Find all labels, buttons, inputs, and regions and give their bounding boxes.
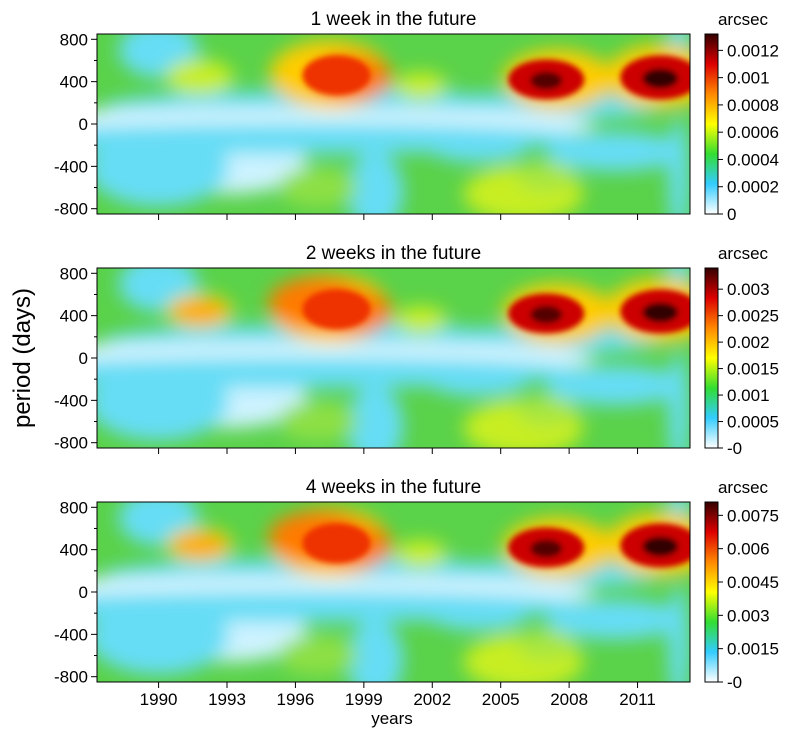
colorbar-tick-label: 0.001 [727, 386, 770, 405]
colorbar-tick-label: 0.0008 [727, 96, 779, 115]
colorbar-label: arcsec [718, 478, 769, 497]
colorbar-tick-label: 0.001 [727, 69, 770, 88]
colorbar: -0 0.0005 0.001 0.0015 0.002 0.0025 0.003 arcse… [704, 244, 779, 458]
y-tick-label: 0 [79, 349, 88, 368]
heatmap-field [97, 34, 690, 214]
panel-title: 4 weeks in the future [306, 477, 481, 498]
colorbar-gradient [704, 501, 719, 683]
y-axis-label: period (days) [9, 288, 36, 428]
y-tick-label: -400 [54, 157, 88, 176]
y-tick-label: 400 [60, 73, 88, 92]
x-tick-label: 1996 [277, 690, 315, 709]
y-tick-label: 800 [60, 30, 88, 49]
colorbar-gradient [704, 267, 719, 449]
colorbar: -0 0.0015 0.003 0.0045 0.006 0.0075 arcsec [704, 478, 779, 692]
colorbar-tick-label: 0.0005 [727, 413, 779, 432]
colorbar-tick-label: 0.0002 [727, 178, 779, 197]
colorbar-tick-label: -0 [727, 439, 742, 458]
y-tick-label: 0 [79, 115, 88, 134]
colorbar-tick-label: 0 [727, 205, 736, 224]
colorbar-gradient [704, 33, 719, 215]
colorbar: 0 0.0002 0.0004 0.0006 0.0008 0.001 0.0012 arcs… [704, 10, 779, 224]
panel-title: 2 weeks in the future [306, 243, 481, 264]
colorbar-tick-label: 0.0015 [727, 360, 779, 379]
x-tick-label: 1993 [208, 690, 246, 709]
x-tick-label: 2008 [550, 690, 588, 709]
colorbar-label: arcsec [718, 244, 769, 263]
colorbar-tick-label: 0.003 [727, 606, 770, 625]
colorbar-tick-label: 0.006 [727, 540, 770, 559]
heatmap-field [97, 502, 690, 682]
panel-title: 1 week in the future [311, 9, 477, 30]
colorbar-tick-label: 0.002 [727, 333, 770, 352]
colorbar-tick-label: 0.0015 [727, 640, 779, 659]
x-tick-label: 1999 [345, 690, 383, 709]
y-tick-label: -400 [54, 391, 88, 410]
colorbar-tick-label: 0.0075 [727, 506, 779, 525]
x-tick-label: 2011 [619, 690, 656, 709]
colorbar-tick-label: 0.0012 [727, 41, 779, 60]
colorbar-tick-label: 0.0045 [727, 573, 779, 592]
panel-1: 1 week in the future -800 -400 0 400 800 0 0.00… [54, 9, 779, 224]
x-tick-label: 2005 [482, 690, 520, 709]
colorbar-tick-label: 0.0006 [727, 123, 779, 142]
colorbar-tick-label: 0.0025 [727, 307, 779, 326]
y-tick-label: -800 [54, 668, 88, 687]
heatmap-field [97, 268, 690, 448]
y-tick-label: -800 [54, 434, 88, 453]
panel-2: 2 weeks in the future -800 -400 0 400 800 -0 0.… [54, 243, 779, 458]
y-tick-label: -400 [54, 625, 88, 644]
colorbar-label: arcsec [718, 10, 769, 29]
x-axis-label: years [371, 709, 413, 728]
y-tick-label: 400 [60, 541, 88, 560]
y-tick-label: -800 [54, 200, 88, 219]
y-tick-label: 400 [60, 307, 88, 326]
y-tick-label: 800 [60, 264, 88, 283]
x-tick-label: 1990 [140, 690, 178, 709]
colorbar-tick-label: 0.0004 [727, 150, 779, 169]
colorbar-tick-label: 0.003 [727, 280, 770, 299]
colorbar-tick-label: -0 [727, 673, 742, 692]
panel-3: 4 weeks in the future -800 -400 0 400 800 1990… [54, 477, 779, 709]
y-tick-label: 0 [79, 583, 88, 602]
y-tick-label: 800 [60, 498, 88, 517]
x-tick-label: 2002 [413, 690, 451, 709]
